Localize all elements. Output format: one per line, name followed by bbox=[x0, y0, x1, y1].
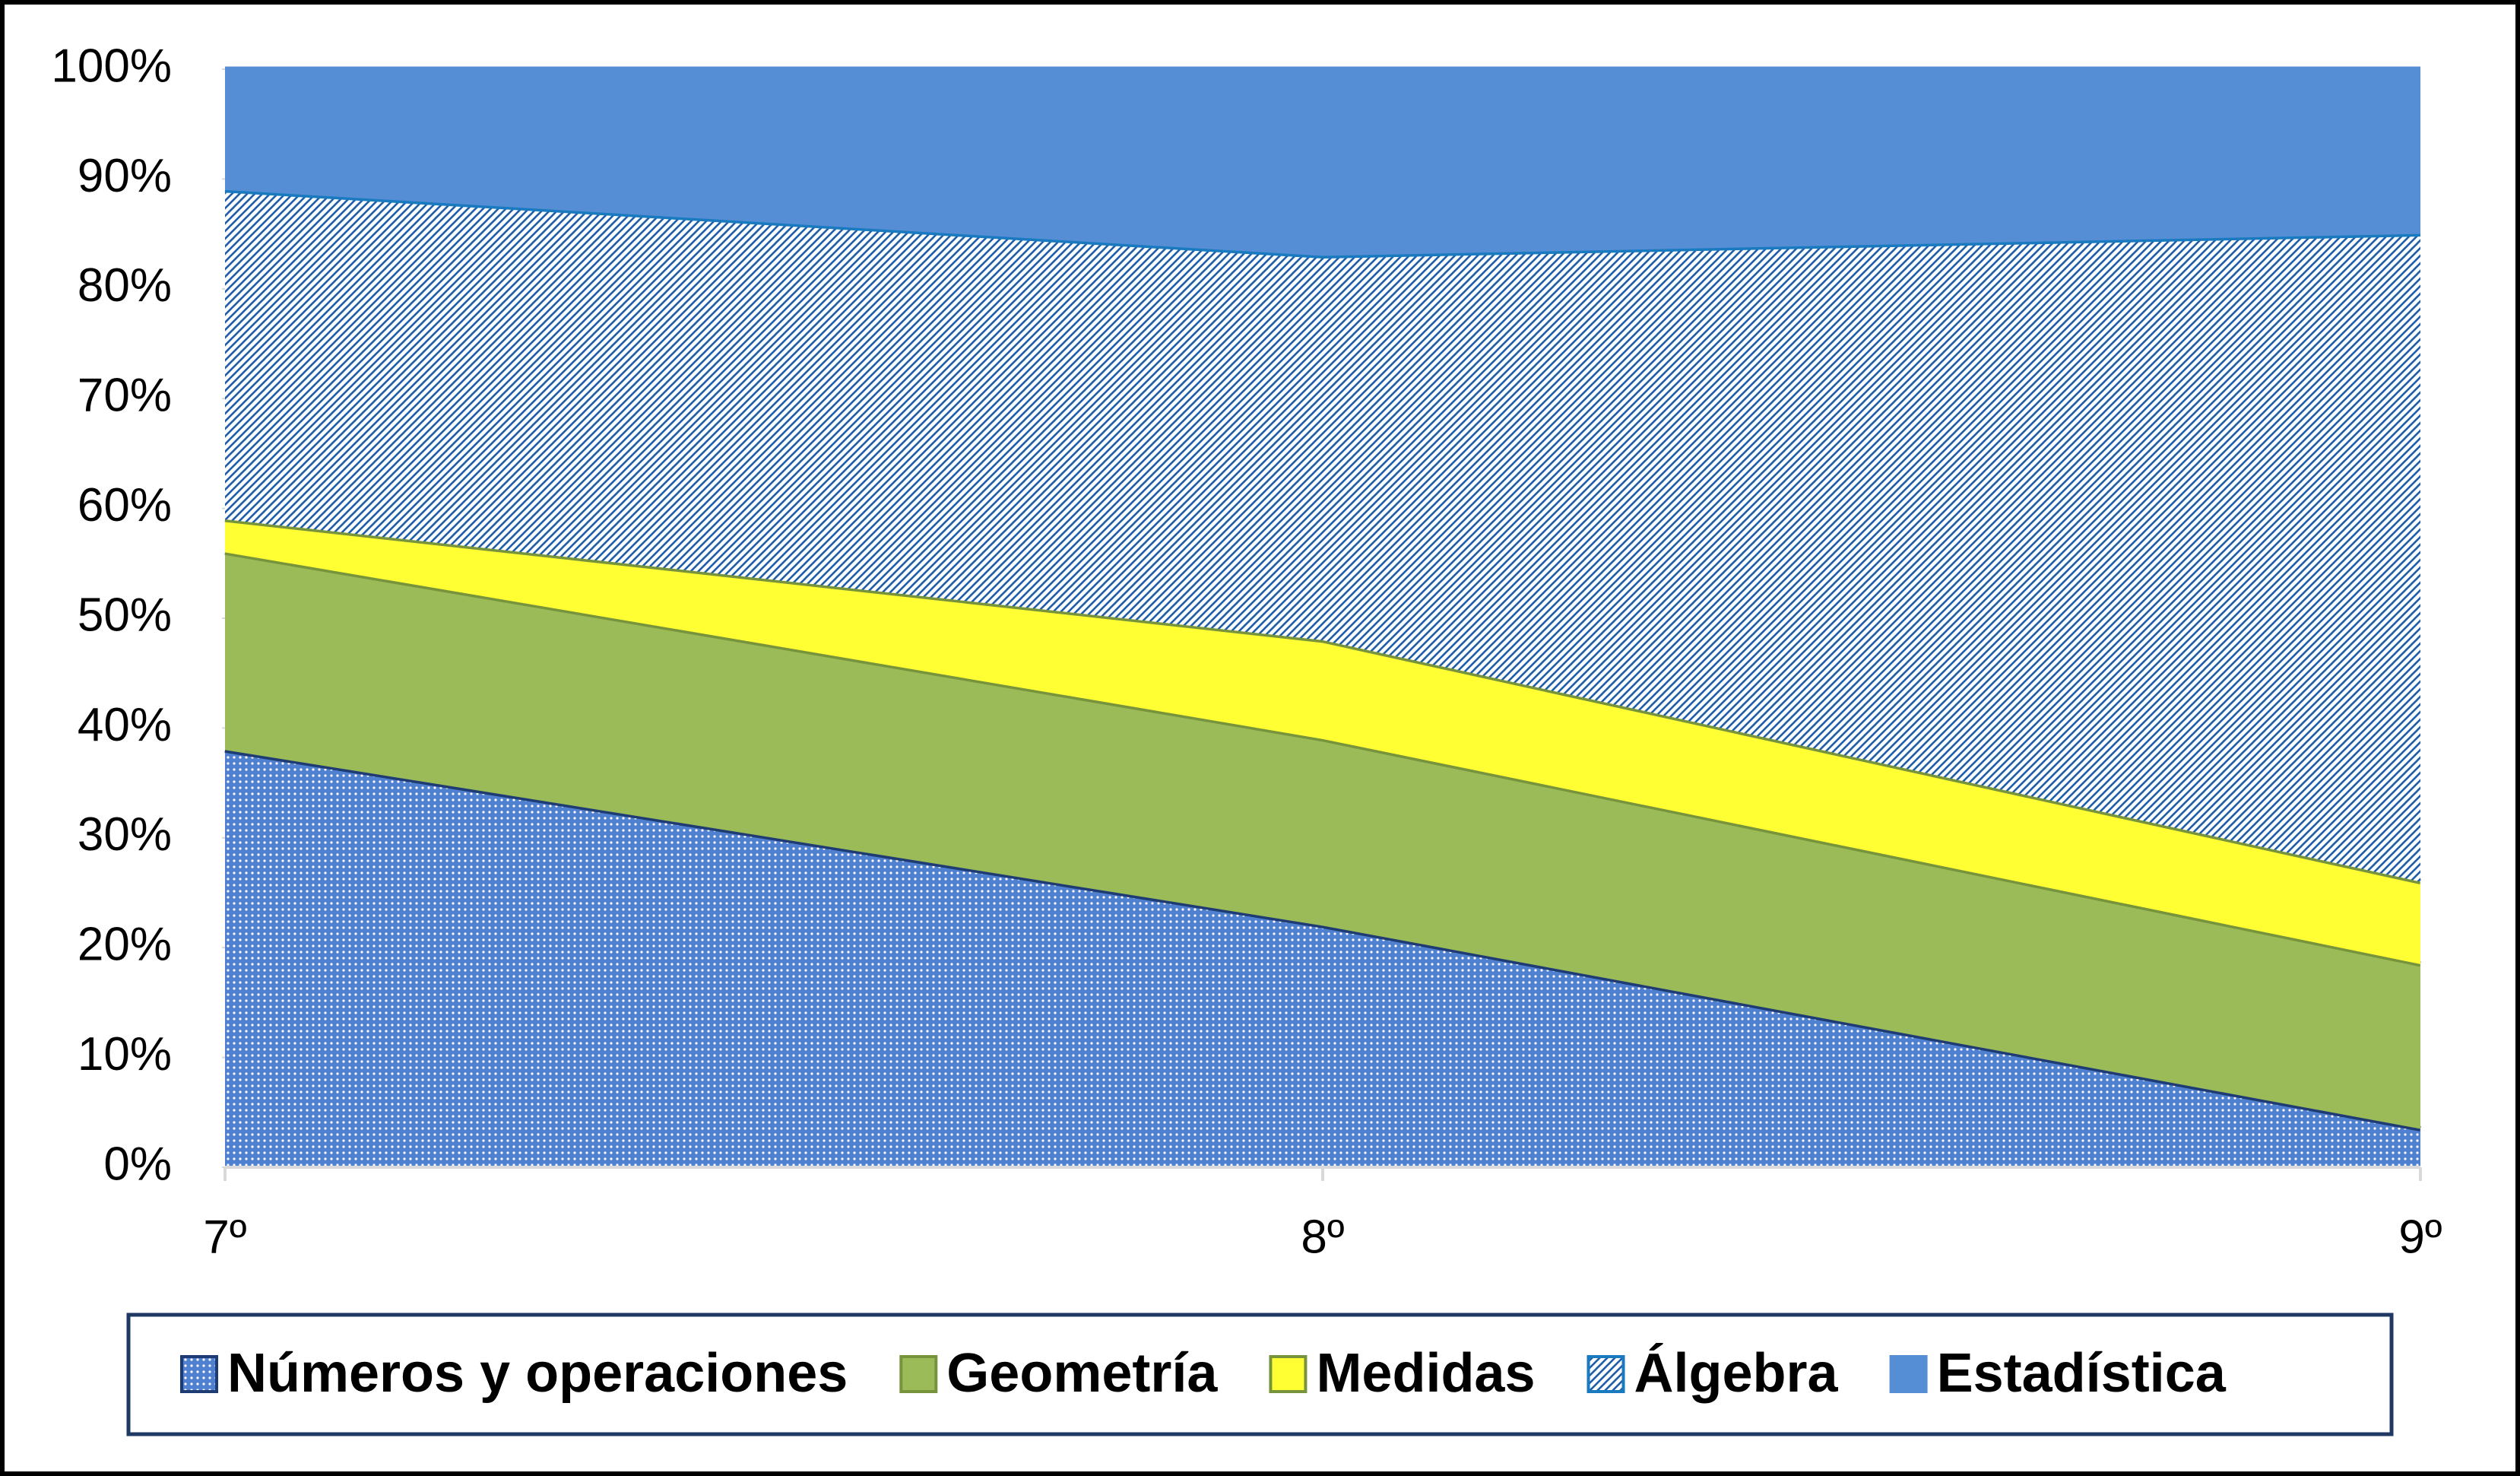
y-tick-label: 70% bbox=[78, 370, 172, 422]
y-tick-label: 80% bbox=[78, 259, 172, 312]
x-tick-label: 8º bbox=[1301, 1211, 1344, 1263]
legend-swatch bbox=[1889, 1355, 1928, 1393]
y-tick-label: 40% bbox=[78, 699, 172, 751]
y-tick-label: 30% bbox=[78, 808, 172, 861]
y-tick-label: 10% bbox=[78, 1028, 172, 1081]
x-tick-label: 7º bbox=[203, 1211, 246, 1263]
legend-label: Geometría bbox=[946, 1343, 1218, 1404]
legend-label: Estadística bbox=[1937, 1343, 2227, 1404]
y-tick-label: 60% bbox=[78, 479, 172, 532]
legend-swatch bbox=[1269, 1355, 1308, 1393]
y-tick-label: 100% bbox=[51, 40, 172, 92]
legend-label: Álgebra bbox=[1634, 1343, 1839, 1404]
legend-swatch bbox=[1586, 1355, 1625, 1393]
y-tick-label: 20% bbox=[78, 919, 172, 971]
area bbox=[225, 69, 2420, 256]
y-tick-label: 90% bbox=[78, 150, 172, 202]
legend-box bbox=[126, 1313, 2394, 1436]
area bbox=[225, 750, 2420, 1167]
area bbox=[225, 552, 2420, 1129]
x-tick-label: 9º bbox=[2398, 1211, 2442, 1263]
y-tick-label: 50% bbox=[78, 589, 172, 641]
y-tick-label: 0% bbox=[103, 1138, 172, 1190]
legend-label: Números y operaciones bbox=[227, 1343, 848, 1404]
legend-swatch bbox=[180, 1355, 218, 1393]
legend-swatch bbox=[899, 1355, 938, 1393]
legend-label: Medidas bbox=[1316, 1343, 1535, 1404]
area bbox=[225, 189, 2420, 882]
area bbox=[225, 519, 2420, 964]
